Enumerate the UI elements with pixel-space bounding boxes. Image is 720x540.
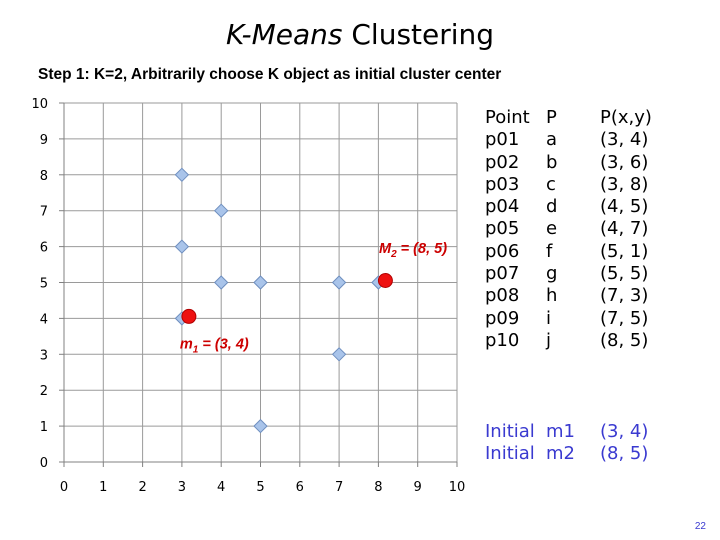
table-cell-point: p03: [485, 173, 520, 195]
table-cell-label: c: [546, 173, 556, 195]
table-cell-label: g: [546, 263, 558, 285]
title-italic-part: K-Means: [225, 18, 343, 51]
x-tick-label: 9: [414, 480, 422, 495]
y-tick-label: 2: [40, 384, 48, 399]
data-point-diamond: [213, 275, 229, 290]
table-cell-point: p08: [485, 285, 520, 307]
x-tick-label: 5: [256, 480, 264, 495]
initial-center-coord: (8, 5): [600, 443, 649, 465]
initial-label-column: Initial Initial: [485, 421, 535, 466]
data-point-diamond: [253, 418, 268, 434]
data-point-diamond: [253, 275, 268, 290]
x-tick-label: 3: [178, 480, 186, 495]
table-cell-point: p02: [485, 151, 520, 173]
initial-center-name: m2: [546, 443, 575, 465]
x-tick-label: 6: [296, 480, 304, 495]
cluster-center-marker: [377, 273, 393, 288]
initial-coord-column: (3, 4) (8, 5): [600, 421, 648, 466]
table-cell-coord: (3, 6): [600, 151, 649, 173]
y-tick-label: 8: [40, 169, 48, 184]
x-tick-label: 1: [99, 480, 107, 495]
table-cell-label: i: [546, 307, 552, 329]
table-cell-point: p06: [485, 240, 520, 262]
step-subtitle: Step 1: K=2, Arbitrarily choose K object…: [38, 66, 502, 83]
table-cell-point: p05: [485, 218, 520, 240]
initial-name-column: m1 m2: [546, 421, 575, 466]
initial-center-coord: (3, 4): [600, 421, 649, 442]
y-tick-label: 10: [31, 97, 48, 112]
table-cell-label: e: [546, 218, 558, 240]
y-tick-label: 1: [40, 420, 48, 435]
table-cell-label: a: [546, 129, 558, 151]
table-cell-point: p04: [485, 196, 520, 218]
page-number: 22: [694, 521, 706, 532]
table-cell-coord: (8, 5): [600, 329, 649, 351]
x-tick-label: 7: [335, 480, 343, 495]
y-tick-label: 3: [40, 348, 48, 363]
x-tick-label: 2: [138, 480, 146, 495]
title-rest-part: Clustering: [342, 18, 495, 51]
initial-center-name: m1: [546, 421, 575, 442]
center-annotation: M2 = (8, 5): [379, 241, 447, 260]
table-cell-coord: (4, 5): [600, 196, 649, 218]
data-point-diamond: [213, 203, 229, 218]
initial-label: Initial: [485, 443, 535, 465]
y-tick-label: 7: [40, 205, 48, 220]
data-point-diamond: [331, 347, 347, 362]
y-tick-label: 0: [40, 456, 48, 471]
y-tick-label: 5: [40, 277, 48, 292]
y-tick-label: 6: [40, 241, 48, 256]
x-tick-label: 10: [449, 480, 466, 495]
table-cell-coord: (7, 3): [600, 285, 649, 307]
table-cell-label: h: [546, 285, 558, 307]
table-cell-label: b: [546, 151, 558, 173]
table-cell-label: j: [546, 329, 552, 351]
table-cell-coord: (7, 5): [600, 307, 649, 329]
table-cell-coord: (3, 8): [600, 173, 649, 195]
table-cell-coord: (3, 4): [600, 129, 649, 151]
table-cell-point: p09: [485, 307, 520, 329]
x-tick-label: 8: [374, 480, 382, 495]
x-tick-label: 0: [60, 480, 68, 495]
y-tick-label: 9: [40, 133, 48, 148]
data-point-diamond: [174, 167, 190, 183]
table-cell-coord: (5, 5): [600, 263, 649, 285]
data-point-diamond: [174, 239, 190, 254]
table-cell-point: p07: [485, 263, 520, 285]
initial-label: Initial: [485, 421, 535, 442]
table-cell-coord: (4, 7): [600, 218, 649, 240]
data-point-diamond: [331, 275, 347, 290]
x-tick-label: 4: [217, 480, 225, 495]
table-cell-point: p01: [485, 129, 520, 151]
center-annotation: m1 = (3, 4): [180, 336, 249, 355]
table-header-label: P: [546, 107, 557, 128]
column-point: Point p01 p02 p03 p04 p05 p06 p07 p08 p09 p10: [485, 107, 530, 352]
table-cell-label: f: [546, 240, 553, 262]
cluster-center-marker: [181, 308, 197, 324]
table-header-coord: P(x,y): [600, 107, 652, 128]
table-cell-point: p10: [485, 329, 520, 351]
table-header-point: Point: [485, 107, 530, 128]
column-coord: P(x,y) (3, 4) (3, 6) (3, 8) (4, 5) (4, 7) (5, …: [600, 107, 652, 352]
y-tick-label: 4: [40, 312, 48, 327]
table-cell-label: d: [546, 196, 558, 218]
table-cell-coord: (5, 1): [600, 240, 649, 262]
slide-title: K-Means Clustering: [0, 18, 720, 51]
